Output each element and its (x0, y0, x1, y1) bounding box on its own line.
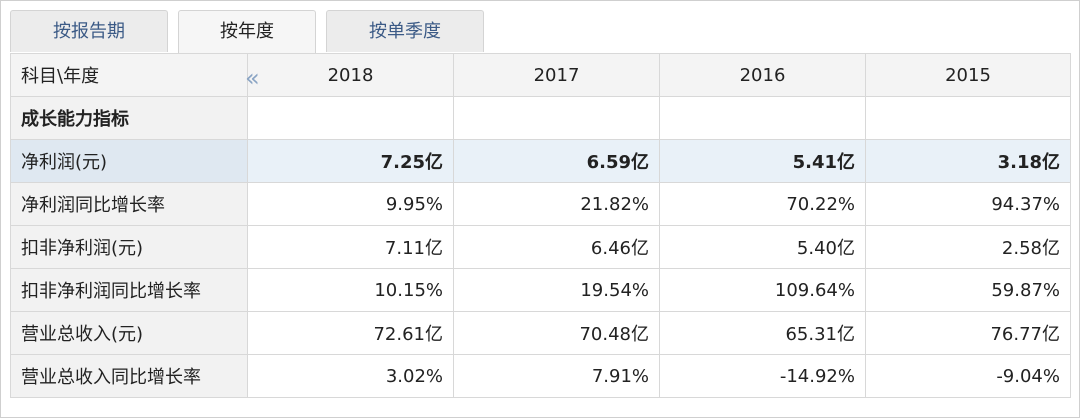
data-row: 净利润(元) 7.25亿 6.59亿 5.41亿 3.18亿 (10, 139, 1071, 183)
row-label: 净利润同比增长率 (10, 182, 248, 226)
value-cell: 5.41亿 (659, 139, 866, 183)
data-row: 净利润同比增长率 9.95% 21.82% 70.22% 94.37% (10, 182, 1071, 226)
value-cell: 7.25亿 (247, 139, 454, 183)
value-cell: 3.02% (247, 354, 454, 398)
section-label: 成长能力指标 (10, 96, 248, 140)
value-cell: 70.22% (659, 182, 866, 226)
header-row: 科目\年度 2018 2017 2016 2015 (10, 53, 1071, 97)
value-cell: 65.31亿 (659, 311, 866, 355)
year-header: 2018 (247, 53, 454, 97)
value-cell: 2.58亿 (865, 225, 1071, 269)
value-cell: 10.15% (247, 268, 454, 312)
value-cell: -14.92% (659, 354, 866, 398)
empty-cell (865, 96, 1071, 140)
row-label: 净利润(元) (10, 139, 248, 183)
year-header: 2015 (865, 53, 1071, 97)
tab[interactable]: 按单季度 (326, 10, 484, 52)
value-cell: 7.11亿 (247, 225, 454, 269)
value-cell: 19.54% (453, 268, 660, 312)
value-cell: 7.91% (453, 354, 660, 398)
value-cell: 59.87% (865, 268, 1071, 312)
row-label: 营业总收入同比增长率 (10, 354, 248, 398)
data-row: 营业总收入同比增长率 3.02% 7.91% -14.92% -9.04% (10, 354, 1071, 398)
value-cell: 6.46亿 (453, 225, 660, 269)
value-cell: 3.18亿 (865, 139, 1071, 183)
prev-arrow[interactable]: « (245, 64, 260, 92)
value-cell: 70.48亿 (453, 311, 660, 355)
finance-table: 科目\年度 2018 2017 2016 2015 成长能力指标 净利润(元) 7.25亿 6.… (10, 53, 1071, 398)
value-cell: 76.77亿 (865, 311, 1071, 355)
value-cell: -9.04% (865, 354, 1071, 398)
year-header: 2017 (453, 53, 660, 97)
value-cell: 9.95% (247, 182, 454, 226)
table-body: 科目\年度 2018 2017 2016 2015 成长能力指标 净利润(元) 7.25亿 6.… (10, 53, 1071, 398)
row-label: 扣非净利润同比增长率 (10, 268, 248, 312)
row-label: 营业总收入(元) (10, 311, 248, 355)
empty-cell (453, 96, 660, 140)
year-header: 2016 (659, 53, 866, 97)
value-cell: 109.64% (659, 268, 866, 312)
value-cell: 72.61亿 (247, 311, 454, 355)
data-row: 扣非净利润同比增长率 10.15% 19.54% 109.64% 59.87% (10, 268, 1071, 312)
value-cell: 6.59亿 (453, 139, 660, 183)
empty-cell (247, 96, 454, 140)
data-row: 营业总收入(元) 72.61亿 70.48亿 65.31亿 76.77亿 (10, 311, 1071, 355)
header-label: 科目\年度 (10, 53, 248, 97)
empty-cell (659, 96, 866, 140)
tab[interactable]: 按报告期 (10, 10, 168, 52)
row-label: 扣非净利润(元) (10, 225, 248, 269)
value-cell: 5.40亿 (659, 225, 866, 269)
value-cell: 94.37% (865, 182, 1071, 226)
section-row: 成长能力指标 (10, 96, 1071, 140)
value-cell: 21.82% (453, 182, 660, 226)
data-row: 扣非净利润(元) 7.11亿 6.46亿 5.40亿 2.58亿 (10, 225, 1071, 269)
tab-active[interactable]: 按年度 (178, 10, 316, 54)
